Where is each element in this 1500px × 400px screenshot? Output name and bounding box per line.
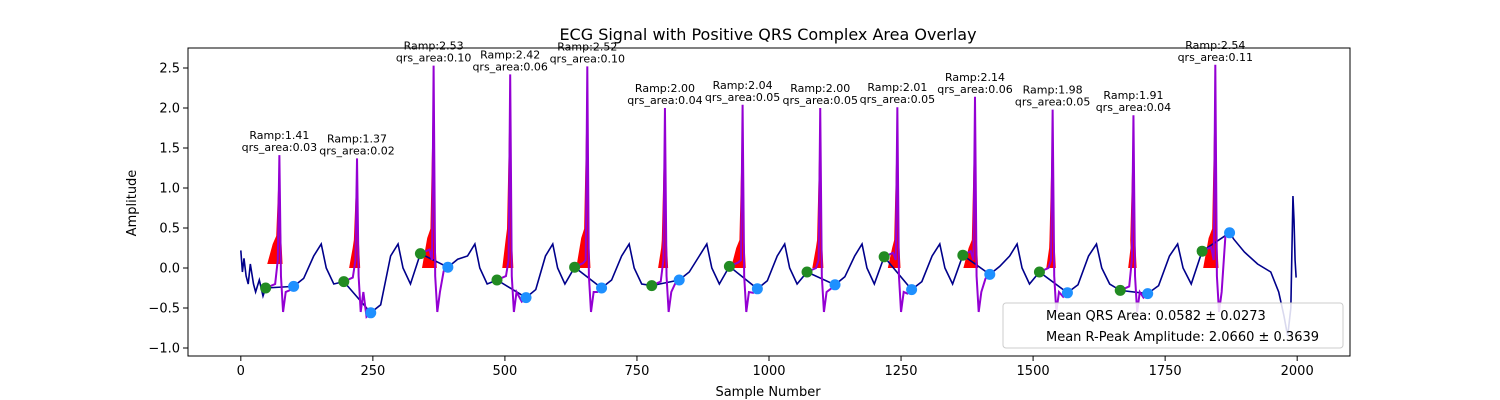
qrs-offset-marker-9 [984,268,996,280]
y-tick-label: 0.0 [159,262,180,277]
r-peak-amplitude-label: Ramp:2.54 [1185,39,1245,52]
qrs-area-label: qrs_area:0.04 [627,94,702,107]
qrs-offset-marker-10 [1061,287,1073,299]
x-tick-label: 1250 [884,364,917,379]
qrs-onset-marker-0 [260,282,272,294]
qrs-segment-9 [962,96,991,313]
qrs-offset-marker-7 [829,279,841,291]
qrs-onset-marker-6 [723,260,735,272]
r-peak-amplitude-label: Ramp:2.00 [635,82,695,95]
qrs-segment-8 [883,107,913,313]
qrs-offset-marker-3 [520,292,532,304]
qrs-area-label: qrs_area:0.06 [937,83,1012,96]
qrs-area-label: qrs_area:0.06 [472,60,547,73]
y-axis-title: Amplitude [125,170,140,237]
qrs-area-label: qrs_area:0.04 [1096,101,1171,114]
x-tick-label: 2000 [1281,364,1314,379]
x-tick-label: 250 [360,364,385,379]
r-peak-amplitude-label: Ramp:2.04 [713,79,773,92]
qrs-offset-marker-8 [906,284,918,296]
x-tick-label: 1500 [1017,364,1050,379]
legend-mean-qrs-area: Mean QRS Area: 0.0582 ± 0.0273 [1046,309,1266,324]
qrs-area-label: qrs_area:0.05 [1015,96,1090,109]
y-tick-label: 0.5 [159,222,180,237]
qrs-offset-marker-4 [596,282,608,294]
y-tick-label: 1.0 [159,182,180,197]
r-peak-amplitude-label: Ramp:2.01 [867,81,927,94]
qrs-segment-11 [1119,115,1149,313]
qrs-segment-0 [265,155,295,313]
y-tick-label: −0.5 [148,302,180,317]
qrs-area-label: qrs_area:0.10 [550,52,625,65]
x-tick-label: 500 [492,364,517,379]
qrs-segment-1 [343,158,372,319]
qrs-onset-marker-12 [1196,245,1208,257]
y-tick-label: 1.5 [159,142,180,157]
qrs-onset-marker-9 [957,249,969,261]
chart-title: ECG Signal with Positive QRS Complex Are… [559,25,976,44]
legend-box [1002,302,1344,349]
qrs-area-label: qrs_area:0.02 [319,144,394,157]
x-axis: 0 250 500 750 1000 1250 1500 1750 2000 [237,356,1314,379]
r-peak-amplitude-label: Ramp:1.41 [249,129,309,142]
qrs-onset-marker-10 [1033,266,1045,278]
legend-mean-r-peak-amplitude: Mean R-Peak Amplitude: 2.0660 ± 0.3639 [1046,330,1319,345]
qrs-area-label: qrs_area:0.05 [782,94,857,107]
r-peak-amplitude-label: Ramp:2.00 [790,82,850,95]
qrs-onset-marker-3 [491,274,503,286]
r-peak-amplitude-label: Ramp:2.52 [557,40,617,53]
qrs-offset-marker-2 [442,261,454,273]
r-peak-amplitude-label: Ramp:1.91 [1103,89,1163,102]
y-tick-label: −1.0 [148,342,180,357]
x-tick-label: 1750 [1149,364,1182,379]
y-axis: −1.0 −0.5 0.0 0.5 1.0 1.5 2.0 2.5 [148,62,188,357]
qrs-segment-12 [1201,64,1231,313]
qrs-onset-marker-1 [338,276,350,288]
r-peak-amplitude-label: Ramp:2.53 [404,40,464,53]
x-axis-title: Sample Number [715,385,821,400]
qrs-offset-marker-11 [1142,288,1154,300]
qrs-segment-5 [651,107,680,313]
x-tick-label: 750 [625,364,650,379]
qrs-offset-marker-12 [1224,227,1236,239]
y-tick-label: 2.0 [159,102,180,117]
qrs-offset-marker-1 [365,307,377,319]
qrs-area-label: qrs_area:0.10 [396,52,471,65]
qrs-offset-marker-0 [288,280,300,292]
qrs-onset-marker-11 [1114,284,1126,296]
qrs-offset-marker-5 [673,274,685,286]
qrs-segment-2 [419,65,449,313]
legend: Mean QRS Area: 0.0582 ± 0.0273 Mean R-Pe… [1002,302,1344,349]
y-tick-label: 2.5 [159,62,180,77]
qrs-onset-marker-2 [414,248,426,260]
qrs-area-label: qrs_area:0.05 [705,91,780,104]
qrs-onset-marker-4 [569,261,581,273]
qrs-segment-3 [496,74,527,313]
x-tick-label: 1000 [752,364,785,379]
qrs-offset-marker-6 [751,283,763,295]
qrs-area-label: qrs_area:0.11 [1178,51,1253,64]
r-peak-amplitude-label: Ramp:2.14 [945,71,1005,84]
qrs-area-label: qrs_area:0.03 [242,141,317,154]
qrs-area-label: qrs_area:0.05 [860,93,935,106]
plot-area: Ramp:1.41qrs_area:0.03Ramp:1.37qrs_area:… [240,39,1297,337]
qrs-onset-marker-8 [878,251,890,263]
qrs-segment-7 [806,107,836,313]
qrs-segment-4 [574,66,603,313]
qrs-onset-marker-5 [646,280,658,292]
r-peak-amplitude-label: Ramp:1.98 [1023,84,1083,97]
qrs-segment-10 [1039,109,1069,313]
qrs-segment-6 [728,104,759,313]
r-peak-amplitude-label: Ramp:1.37 [327,132,387,145]
r-peak-amplitude-label: Ramp:2.42 [480,48,540,61]
x-tick-label: 0 [237,364,245,379]
qrs-onset-marker-7 [801,266,813,278]
